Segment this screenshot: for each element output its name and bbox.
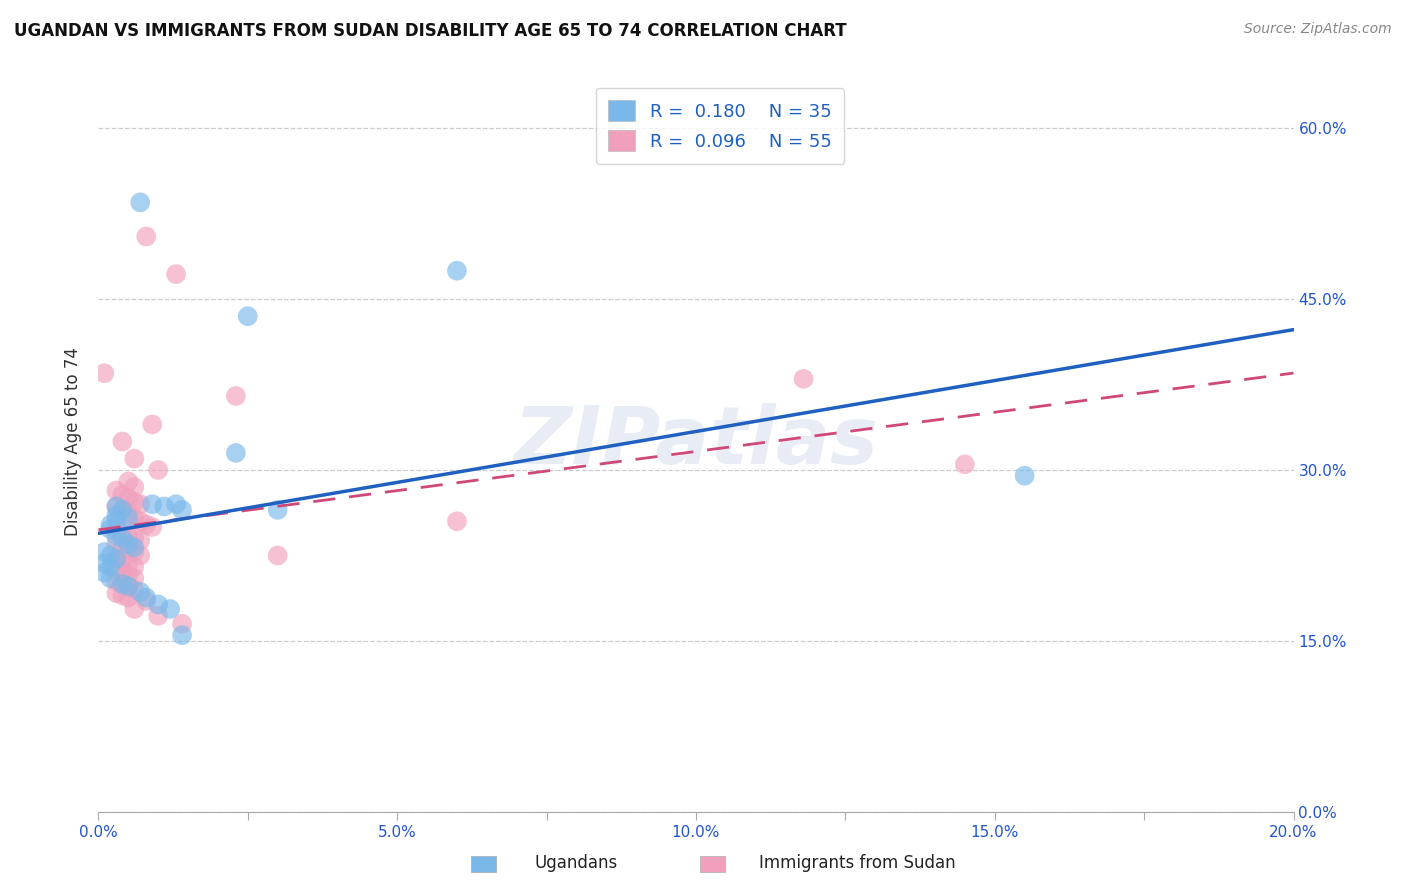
Point	[98, 517, 122, 532]
Point	[111, 532, 134, 546]
Point	[111, 503, 134, 517]
Point	[105, 552, 128, 566]
Point	[236, 310, 259, 324]
Point	[111, 566, 134, 580]
Text: Immigrants from Sudan: Immigrants from Sudan	[759, 855, 956, 872]
Point	[93, 557, 115, 571]
Point	[124, 451, 146, 466]
Point	[117, 529, 139, 543]
Point	[1014, 468, 1036, 483]
Point	[165, 497, 187, 511]
Point	[105, 500, 128, 514]
Point	[111, 554, 134, 568]
Point	[117, 579, 139, 593]
Point	[153, 500, 176, 514]
Text: Source: ZipAtlas.com: Source: ZipAtlas.com	[1244, 22, 1392, 37]
Point	[129, 549, 152, 563]
Point	[129, 514, 152, 528]
Point	[172, 628, 194, 642]
Point	[129, 195, 152, 210]
Point	[172, 616, 194, 631]
Point	[105, 574, 128, 589]
Point	[124, 602, 146, 616]
Point	[141, 497, 163, 511]
Text: ZIPatlas: ZIPatlas	[513, 402, 879, 481]
Point	[93, 545, 115, 559]
Point	[124, 582, 146, 597]
Point	[105, 537, 128, 551]
Point	[105, 508, 128, 523]
Point	[135, 591, 157, 605]
Point	[225, 389, 247, 403]
Point	[267, 549, 290, 563]
Point	[93, 366, 115, 380]
Point	[117, 579, 139, 593]
Point	[117, 542, 139, 557]
Legend: R =  0.180    N = 35, R =  0.096    N = 55: R = 0.180 N = 35, R = 0.096 N = 55	[596, 87, 844, 164]
Point	[124, 571, 146, 585]
Point	[105, 500, 128, 514]
Point	[141, 417, 163, 432]
Point	[111, 488, 134, 502]
Point	[124, 511, 146, 525]
Point	[98, 522, 122, 536]
Point	[129, 585, 152, 599]
Point	[117, 537, 139, 551]
Point	[446, 263, 468, 277]
Point	[159, 602, 181, 616]
Point	[105, 514, 128, 528]
Point	[172, 503, 194, 517]
Point	[111, 577, 134, 591]
Point	[225, 446, 247, 460]
Point	[141, 520, 163, 534]
Point	[124, 495, 146, 509]
Point	[165, 267, 187, 281]
Point	[117, 567, 139, 582]
Point	[953, 458, 976, 472]
Point	[105, 529, 128, 543]
Point	[117, 557, 139, 571]
Point	[446, 514, 468, 528]
Point	[111, 577, 134, 591]
Point	[267, 503, 290, 517]
Point	[124, 545, 146, 559]
Point	[117, 491, 139, 506]
Y-axis label: Disability Age 65 to 74: Disability Age 65 to 74	[65, 347, 83, 536]
Point	[148, 608, 170, 623]
Point	[129, 497, 152, 511]
Point	[98, 559, 122, 574]
Point	[93, 566, 115, 580]
Point	[111, 541, 134, 555]
Point	[105, 586, 128, 600]
Point	[124, 532, 146, 546]
Point	[105, 522, 128, 536]
Point	[129, 533, 152, 548]
Text: Ugandans: Ugandans	[534, 855, 617, 872]
Point	[124, 559, 146, 574]
Point	[124, 541, 146, 555]
Point	[148, 463, 170, 477]
Point	[148, 598, 170, 612]
Point	[117, 511, 139, 525]
Point	[111, 434, 134, 449]
Point	[117, 506, 139, 520]
Point	[105, 552, 128, 566]
Point	[117, 591, 139, 605]
Point	[135, 517, 157, 532]
Point	[117, 475, 139, 489]
Point	[105, 483, 128, 498]
Point	[111, 525, 134, 540]
Point	[98, 571, 122, 585]
Point	[793, 372, 815, 386]
Point	[98, 549, 122, 563]
Point	[111, 588, 134, 602]
Text: UGANDAN VS IMMIGRANTS FROM SUDAN DISABILITY AGE 65 TO 74 CORRELATION CHART: UGANDAN VS IMMIGRANTS FROM SUDAN DISABIL…	[14, 22, 846, 40]
Point	[135, 594, 157, 608]
Point	[111, 503, 134, 517]
Point	[105, 563, 128, 577]
Point	[124, 480, 146, 494]
Point	[135, 229, 157, 244]
